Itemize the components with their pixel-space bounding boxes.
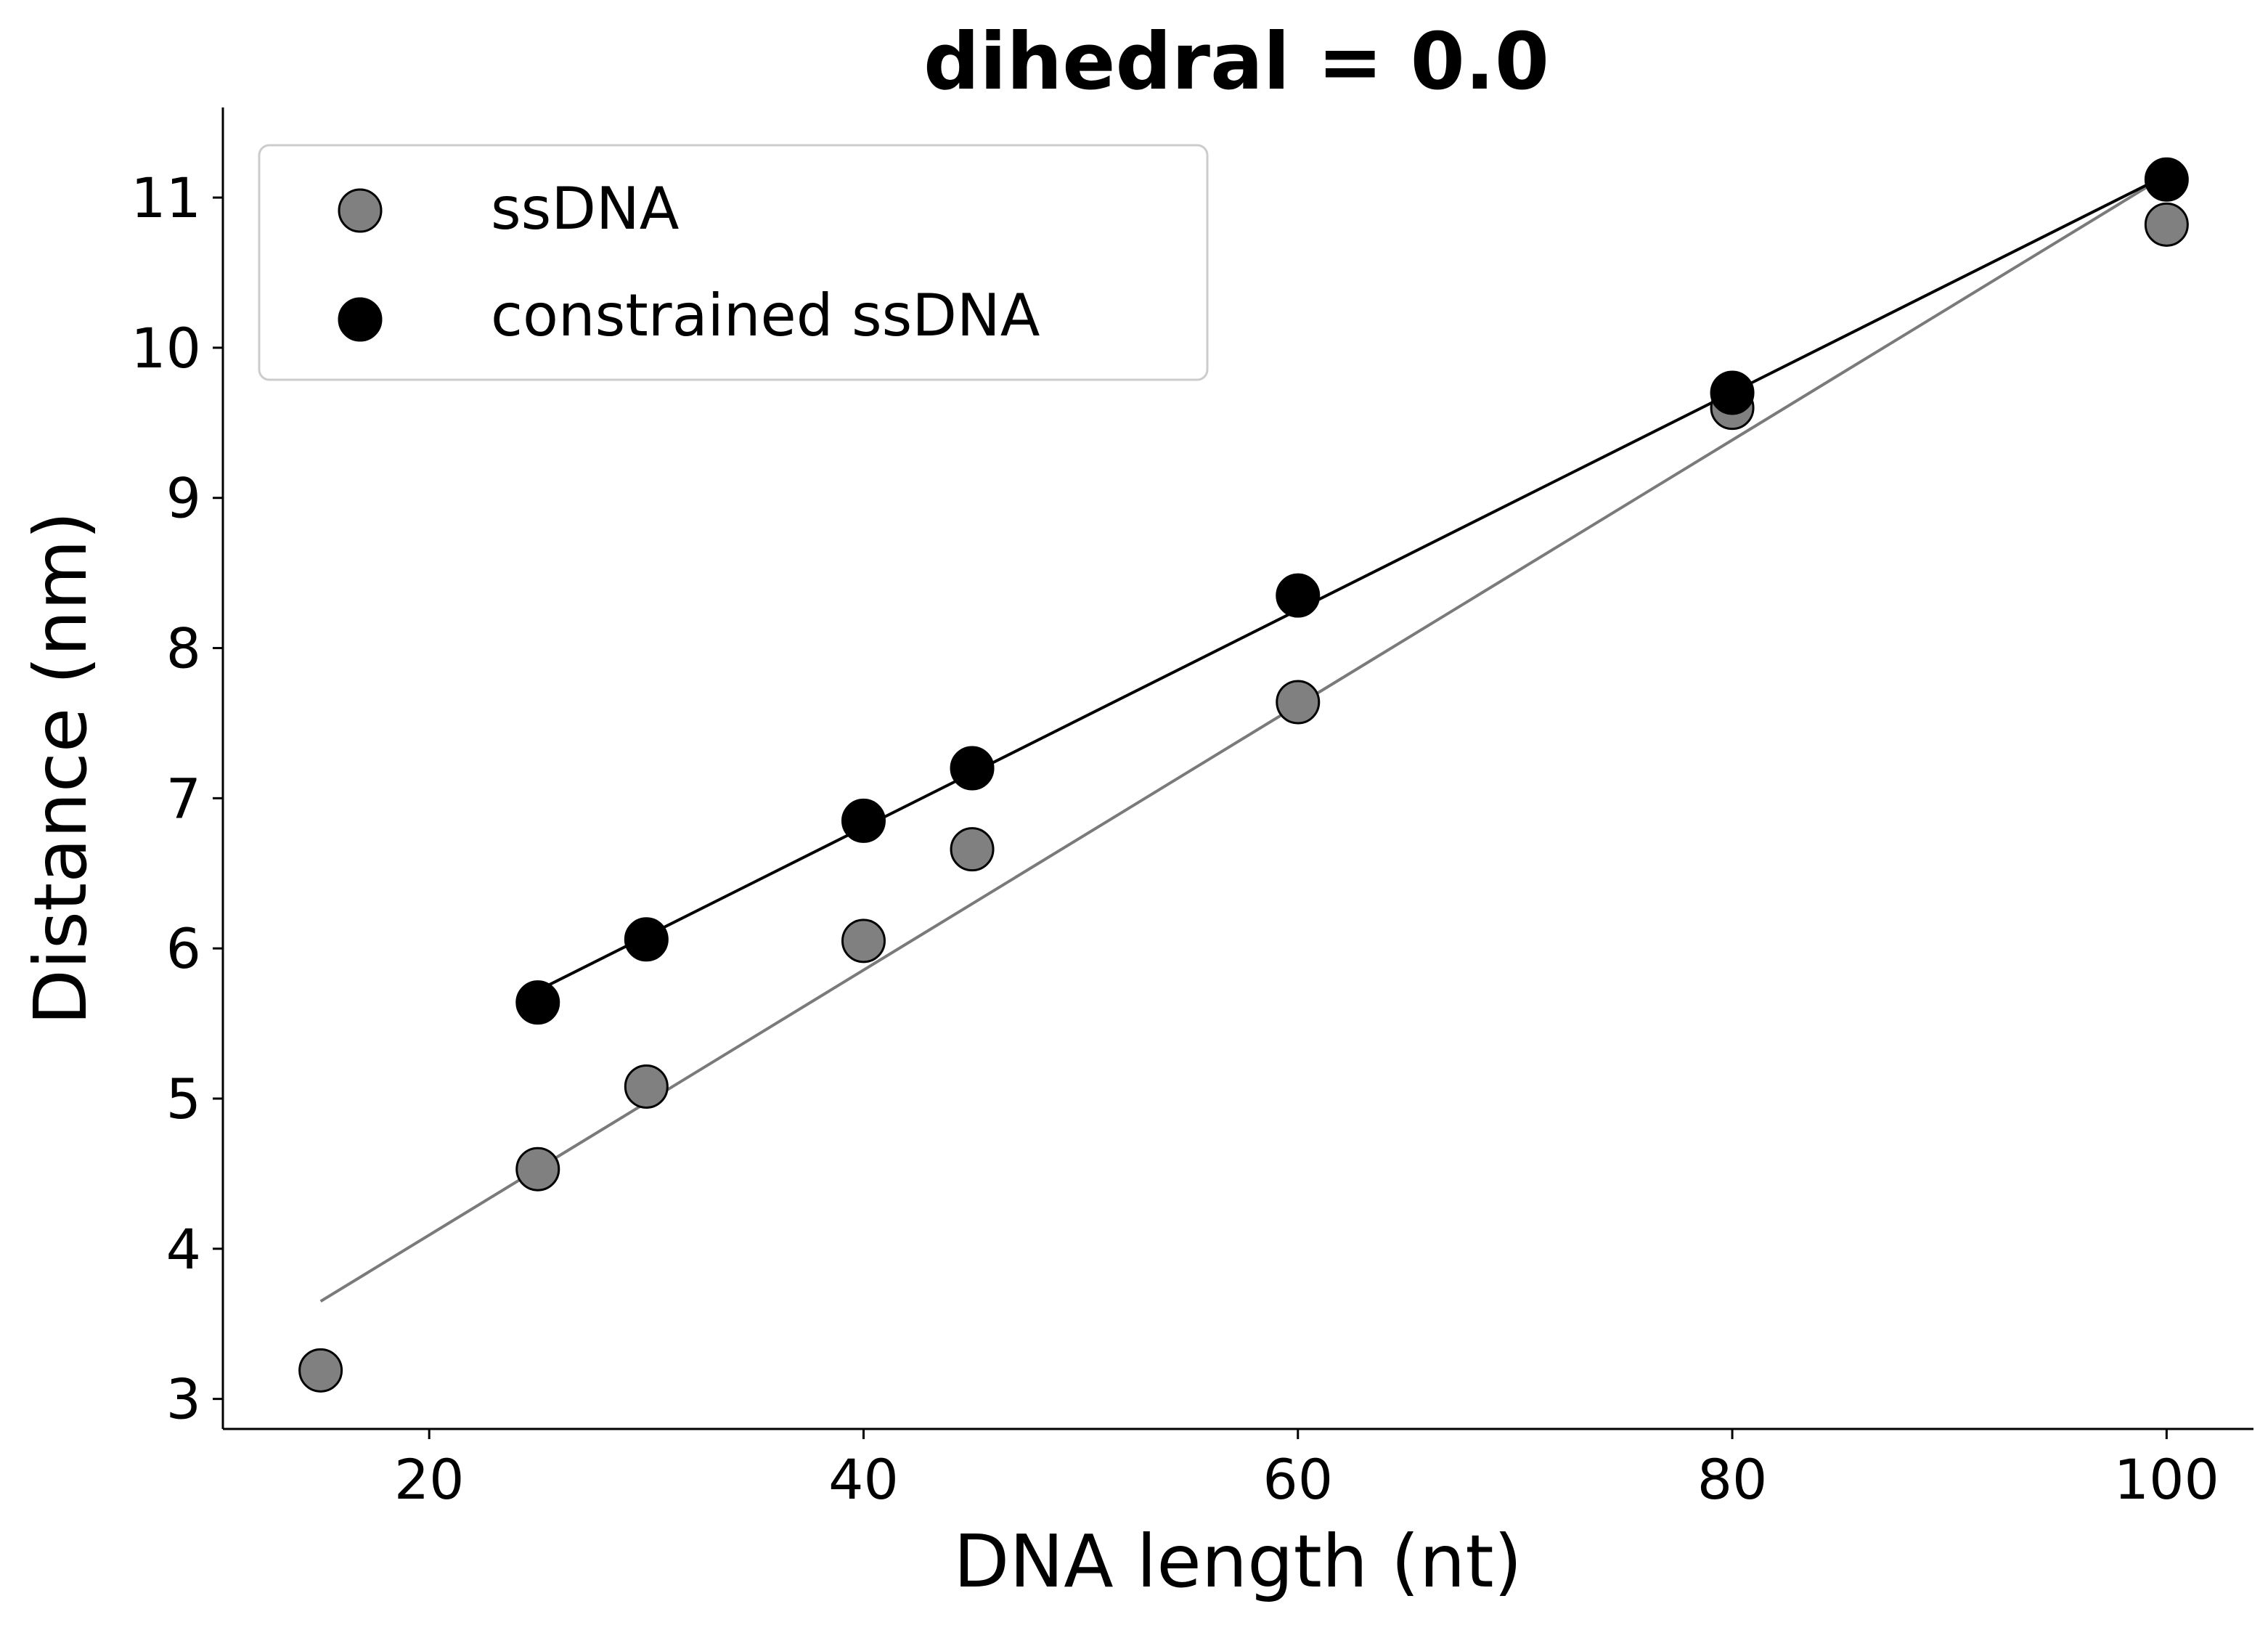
point-ssdna-60 <box>1276 680 1321 725</box>
legend-label-constrained-ssdna: constrained ssDNA <box>491 282 1040 349</box>
y-tick-label-10: 10 <box>131 316 201 380</box>
x-tick-label-100: 100 <box>2114 1447 2219 1512</box>
fit-line-constrained-ssdna <box>537 174 2168 992</box>
point-ssdna-15 <box>298 1348 343 1393</box>
chart-title: dihedral = 0.0 <box>923 17 1549 107</box>
legend: ssDNA constrained ssDNA <box>258 144 1209 381</box>
point-constrained-ssdna-40 <box>841 798 886 843</box>
point-constrained-ssdna-60 <box>1276 573 1321 618</box>
point-ssdna-40 <box>841 919 886 964</box>
fit-line-ssdna <box>319 174 2168 1303</box>
y-tick-label-9: 9 <box>166 466 201 531</box>
x-ticks: 20 40 60 80 100 <box>394 1429 2219 1512</box>
axes <box>221 107 2253 1430</box>
x-tick-label-40: 40 <box>828 1447 899 1512</box>
x-tick-label-20: 20 <box>394 1447 465 1512</box>
point-ssdna-45 <box>950 827 995 872</box>
y-tick-label-6: 6 <box>166 916 201 981</box>
y-tick-label-3: 3 <box>166 1367 201 1432</box>
y-tick-label-11: 11 <box>131 166 201 230</box>
point-constrained-ssdna-25 <box>515 980 560 1025</box>
legend-marker-constrained-ssdna <box>338 297 383 342</box>
legend-marker-ssdna <box>338 188 383 233</box>
point-constrained-ssdna-80 <box>1710 370 1755 415</box>
point-constrained-ssdna-30 <box>624 917 669 962</box>
fit-lines <box>319 174 2168 1303</box>
point-ssdna-100 <box>2144 202 2189 247</box>
legend-label-ssdna: ssDNA <box>491 175 680 243</box>
x-axis-label: DNA length (nt) <box>953 1519 1522 1604</box>
point-ssdna-25 <box>515 1147 560 1192</box>
point-constrained-ssdna-45 <box>950 746 995 791</box>
x-tick-label-60: 60 <box>1263 1447 1333 1512</box>
y-tick-label-5: 5 <box>166 1067 201 1131</box>
y-tick-label-7: 7 <box>166 766 201 831</box>
y-tick-label-4: 4 <box>166 1217 201 1282</box>
x-tick-label-80: 80 <box>1697 1447 1768 1512</box>
y-ticks: 3 4 5 6 7 8 9 10 11 <box>131 166 223 1432</box>
point-constrained-ssdna-100 <box>2144 157 2189 202</box>
data-points <box>298 157 2189 1393</box>
point-ssdna-30 <box>624 1064 669 1109</box>
legend-frame <box>258 144 1209 381</box>
y-axis-label: Distance (nm) <box>18 511 103 1025</box>
y-tick-label-8: 8 <box>166 616 201 681</box>
